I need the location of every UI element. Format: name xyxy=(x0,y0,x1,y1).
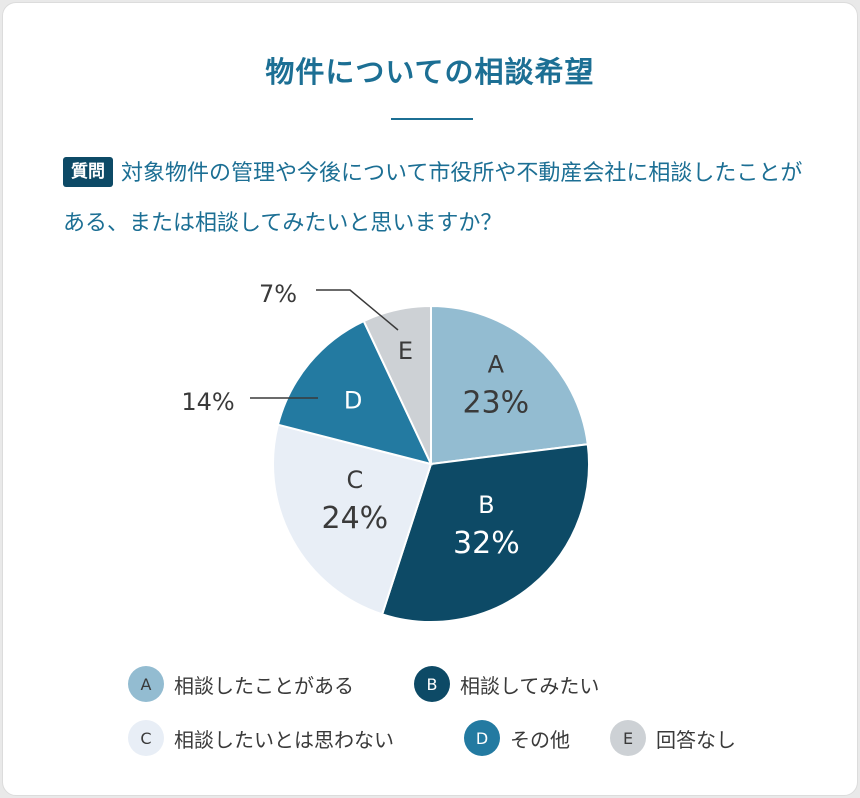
slice-key-a: A xyxy=(488,351,505,379)
title-divider xyxy=(391,118,473,120)
slice-key-d: D xyxy=(344,387,362,415)
pie-slice-d xyxy=(276,319,433,466)
legend-label-d: その他 xyxy=(510,727,570,752)
legend-marker-b: B xyxy=(414,666,450,702)
legend-label-a: 相談したことがある xyxy=(174,673,354,698)
slice-value-c: 24% xyxy=(322,501,389,536)
legend-item-a: A 相談したことがある xyxy=(128,666,354,702)
pie-slice-c xyxy=(272,423,433,616)
slice-value-b: 32% xyxy=(453,526,520,561)
leader-line-e xyxy=(316,289,399,331)
legend-marker-a: A xyxy=(128,666,164,702)
slice-value-a: 23% xyxy=(462,386,529,421)
slice-key-b: B xyxy=(478,491,494,519)
slice-value-e: 7% xyxy=(259,280,297,308)
pie-slice-e xyxy=(362,304,432,465)
legend-label-e: 回答なし xyxy=(656,727,736,752)
legend-item-c: C 相談したいとは思わない xyxy=(128,720,394,756)
legend-label-b: 相談してみたい xyxy=(460,673,600,698)
slice-value-d: 14% xyxy=(181,388,234,416)
legend-marker-c: C xyxy=(128,720,164,756)
slice-key-c: C xyxy=(346,466,363,494)
slice-key-e: E xyxy=(398,337,413,365)
chart-title: 物件についての相談希望 xyxy=(265,55,595,89)
question-block: 質問 対象物件の管理や今後について市役所や不動産会社に相談したことがある、または相… xyxy=(63,149,823,249)
legend-item-b: B 相談してみたい xyxy=(414,666,599,702)
pie-slice-b xyxy=(380,443,590,623)
legend-marker-d: D xyxy=(464,720,500,756)
question-text: 対象物件の管理や今後について市役所や不動産会社に相談したことがある、または相談し… xyxy=(63,161,803,236)
legend-item-d: D その他 xyxy=(464,720,570,756)
legend-marker-e: E xyxy=(610,720,646,756)
question-badge: 質問 xyxy=(63,157,113,187)
pie-slice-a xyxy=(430,304,589,466)
legend-label-c: 相談したいとは思わない xyxy=(174,727,394,752)
legend-item-e: E 回答なし xyxy=(610,720,736,756)
